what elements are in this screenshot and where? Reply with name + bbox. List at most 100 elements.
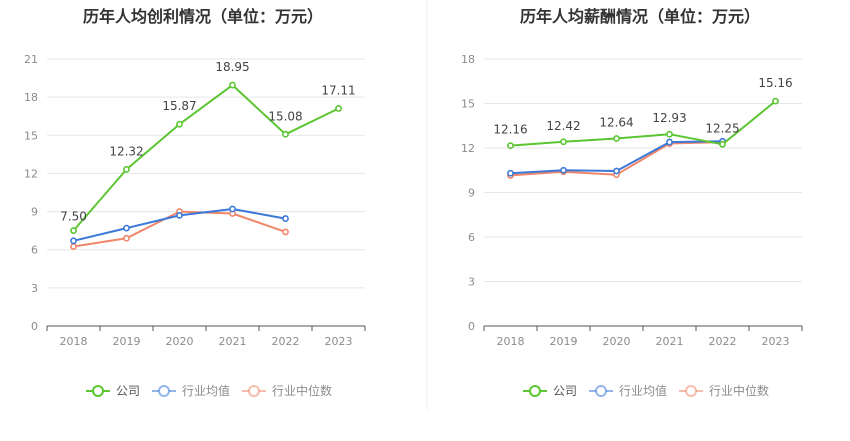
legend-label: 行业均值 (619, 383, 667, 398)
y-tick-label: 18 (24, 91, 38, 104)
chart-title: 历年人均薪酬情况（单位：万元） (520, 7, 760, 26)
series-lines (70, 81, 342, 250)
legend-item-company: 公司 (86, 384, 140, 398)
data-point-industry_avg (229, 205, 236, 213)
y-tick-label: 0 (31, 320, 38, 333)
data-label: 15.08 (268, 109, 302, 123)
data-point-industry_avg (176, 211, 183, 219)
y-tick-label: 6 (468, 231, 475, 244)
legend-item-company: 公司 (523, 384, 577, 398)
y-tick-label: 6 (31, 244, 38, 257)
y-tick-label: 21 (24, 53, 38, 66)
y-tick-label: 9 (31, 206, 38, 219)
x-tick-label: 2023 (762, 335, 790, 348)
x-tick-label: 2022 (709, 335, 737, 348)
data-label: 12.25 (705, 121, 739, 135)
legend-item-industry_avg: 行业均值 (589, 383, 667, 398)
data-labels: 7.50 12.32 15.87 18.95 15.08 17.11 (60, 60, 356, 224)
data-point-industry_avg (666, 138, 673, 146)
x-tick-label: 2022 (272, 335, 300, 348)
y-tick-label: 12 (24, 167, 38, 180)
legend-marker (595, 385, 607, 397)
legend-label: 行业中位数 (272, 383, 332, 398)
legend-marker (529, 385, 541, 397)
y-tick-label: 9 (468, 187, 475, 200)
grid-lines (47, 58, 365, 289)
y-tick-label: 15 (24, 129, 38, 142)
legend-item-industry_avg: 行业均值 (152, 383, 230, 398)
data-point-company (719, 140, 726, 148)
x-tick-label: 2018 (497, 335, 525, 348)
legend-label: 公司 (116, 384, 140, 398)
legend: 公司 行业均值 行业中位数 (86, 383, 332, 398)
chart-title: 历年人均创利情况（单位：万元） (83, 7, 323, 26)
series-lines (507, 97, 779, 179)
x-tick-label: 2019 (550, 335, 578, 348)
data-label: 12.42 (546, 119, 580, 133)
y-tick-label: 15 (461, 98, 475, 111)
data-label: 18.95 (215, 60, 249, 74)
data-point-company (560, 138, 567, 146)
grid-lines (484, 58, 802, 282)
legend-item-industry_median: 行业中位数 (679, 383, 769, 398)
legend-item-industry_median: 行业中位数 (242, 383, 332, 398)
data-point-company (772, 97, 779, 105)
data-point-industry_avg (123, 224, 130, 232)
data-point-industry_median (282, 228, 289, 236)
data-point-company (282, 130, 289, 138)
data-point-industry_avg (560, 166, 567, 174)
data-point-industry_avg (507, 169, 514, 177)
data-point-industry_avg (613, 167, 620, 175)
data-point-industry_median (70, 243, 77, 250)
x-tick-label: 2021 (656, 335, 684, 348)
data-label: 17.11 (321, 83, 355, 97)
y-axis-tick-labels: 0 3 6 9 12 15 18 21 (24, 53, 38, 333)
legend-label: 行业均值 (182, 383, 230, 398)
data-point-company (123, 165, 130, 173)
data-point-industry_avg (70, 237, 77, 245)
data-label: 15.87 (162, 99, 196, 113)
data-label: 12.64 (599, 116, 633, 130)
x-tick-label: 2020 (603, 335, 631, 348)
data-label: 12.93 (652, 111, 686, 125)
series-line-company (72, 84, 339, 232)
legend-marker (248, 385, 260, 397)
legend-marker (158, 385, 170, 397)
data-point-company (70, 227, 77, 235)
x-axis: 2018 2019 2020 2021 2022 2023 (46, 325, 366, 348)
data-point-company (176, 120, 183, 128)
x-tick-label: 2020 (166, 335, 194, 348)
data-point-industry_avg (282, 215, 289, 222)
y-tick-label: 18 (461, 53, 475, 66)
data-point-company (229, 81, 236, 89)
data-label: 7.50 (60, 210, 87, 224)
legend-marker (685, 385, 697, 397)
legend-label: 行业中位数 (709, 383, 769, 398)
legend-label: 公司 (553, 384, 577, 398)
x-tick-label: 2021 (219, 335, 247, 348)
data-point-company (507, 142, 514, 150)
y-tick-label: 3 (468, 276, 475, 289)
data-label: 12.16 (493, 123, 527, 137)
data-label: 15.16 (758, 76, 792, 90)
data-label: 12.32 (109, 144, 143, 158)
data-labels: 12.16 12.42 12.64 12.93 12.25 15.16 (493, 76, 792, 137)
profit-per-capita-chart: 历年人均创利情况（单位：万元） 0 3 6 9 12 15 18 21 2018 2019 202… (24, 7, 366, 398)
data-point-company (613, 135, 620, 142)
y-tick-label: 3 (31, 282, 38, 295)
x-axis: 2018 2019 2020 2021 2022 2023 (483, 325, 803, 348)
y-axis-tick-labels: 0 3 6 9 12 15 18 (461, 53, 475, 333)
data-point-company (666, 130, 673, 138)
y-tick-label: 0 (468, 320, 475, 333)
x-tick-label: 2019 (113, 335, 141, 348)
series-line-company (510, 100, 777, 147)
x-tick-label: 2023 (325, 335, 353, 348)
x-tick-label: 2018 (60, 335, 88, 348)
legend: 公司 行业均值 行业中位数 (523, 383, 769, 398)
data-point-industry_median (123, 234, 130, 242)
data-point-company (335, 105, 342, 112)
legend-marker (92, 385, 104, 397)
